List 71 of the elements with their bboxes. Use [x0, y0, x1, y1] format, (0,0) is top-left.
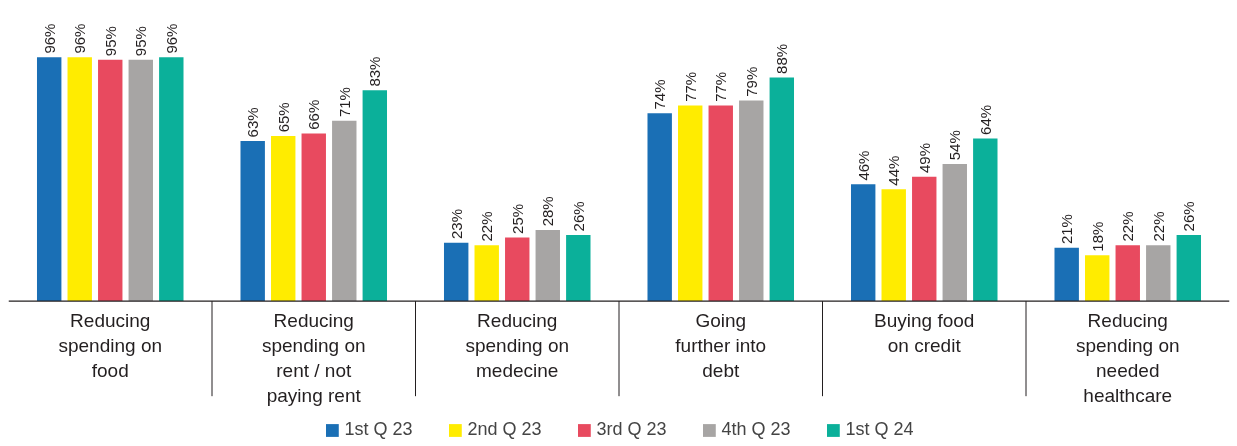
- x-tick-label: Reducing spending on medecine: [465, 309, 570, 382]
- bar: [1146, 245, 1171, 302]
- bar: [739, 100, 764, 302]
- bar: [505, 237, 530, 302]
- data-label: 96%: [40, 23, 58, 54]
- legend-label: 1st Q 24: [845, 419, 914, 440]
- bar: [240, 141, 265, 302]
- bar: [708, 105, 733, 302]
- bar: [1085, 255, 1110, 302]
- bar: [973, 138, 998, 302]
- data-label: 18%: [1088, 221, 1106, 252]
- bar: [647, 113, 672, 302]
- data-label: 28%: [539, 196, 557, 227]
- x-tick-label: Reducing spending on food: [58, 309, 163, 382]
- bar: [1176, 235, 1202, 302]
- bar: [159, 57, 184, 302]
- bar: [362, 90, 388, 302]
- data-label: 66%: [305, 99, 323, 130]
- data-label: 21%: [1058, 214, 1076, 245]
- data-label: 44%: [885, 155, 903, 186]
- legend-label: 2nd Q 23: [467, 419, 542, 440]
- bar: [443, 242, 469, 302]
- data-label: 88%: [773, 43, 791, 74]
- bar: [881, 189, 906, 302]
- data-label: 26%: [1180, 201, 1198, 232]
- legend-label: 3rd Q 23: [596, 419, 667, 440]
- bar: [36, 57, 62, 302]
- data-label: 25%: [508, 203, 526, 234]
- data-label: 77%: [681, 71, 699, 102]
- x-tick-label: Reducing spending on needed healthcare: [1075, 309, 1180, 407]
- legend-label: 1st Q 23: [344, 419, 413, 440]
- bar: [332, 120, 357, 302]
- data-label: 22%: [1149, 211, 1167, 242]
- bar: [1054, 247, 1079, 302]
- data-label: 96%: [71, 23, 89, 54]
- bar: [850, 184, 876, 302]
- bar: [535, 229, 560, 302]
- bar: [474, 245, 499, 302]
- data-label: 96%: [162, 23, 180, 54]
- data-label: 22%: [1119, 211, 1137, 242]
- data-label: 79%: [742, 66, 760, 97]
- data-label: 71%: [335, 87, 353, 118]
- data-label: 49%: [915, 142, 933, 173]
- bar: [1115, 245, 1140, 302]
- x-tick-label: Reducing spending on rent / not paying rent: [261, 309, 366, 407]
- data-label: 63%: [244, 107, 262, 138]
- x-tick-label: Buying food on credit: [874, 309, 975, 356]
- data-label: 65%: [274, 102, 292, 133]
- data-label: 22%: [478, 211, 496, 242]
- bar: [128, 59, 153, 302]
- data-label: 95%: [132, 26, 150, 57]
- data-label: 26%: [569, 201, 587, 232]
- data-label: 77%: [712, 71, 730, 102]
- data-label: 46%: [854, 150, 872, 181]
- bar: [678, 105, 703, 302]
- bar: [301, 133, 326, 302]
- data-label: 83%: [366, 56, 384, 87]
- bar: [98, 59, 123, 302]
- legend-label: 4th Q 23: [721, 419, 791, 440]
- bar: [769, 77, 795, 302]
- data-label: 64%: [976, 104, 994, 135]
- x-tick-label: Going further into debt: [675, 309, 767, 382]
- bar: [912, 176, 937, 302]
- data-label: 54%: [946, 130, 964, 161]
- bar: [271, 136, 296, 302]
- data-label: 95%: [101, 26, 119, 57]
- bar: [942, 163, 967, 302]
- bar: [566, 235, 591, 302]
- bar: [67, 57, 92, 302]
- data-label: 74%: [651, 79, 669, 110]
- data-label: 23%: [447, 208, 465, 240]
